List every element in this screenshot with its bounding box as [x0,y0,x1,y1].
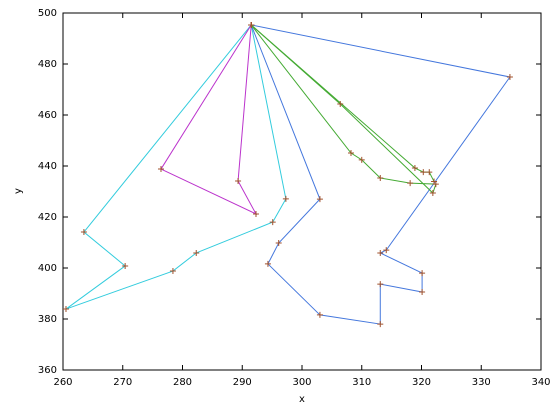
point-marker [122,262,129,269]
point-marker [426,169,433,176]
point-marker [377,321,384,328]
point-marker [347,149,354,156]
point-marker [169,268,176,275]
point-marker [157,166,164,173]
point-marker [252,210,259,217]
point-marker [80,229,87,236]
series-line [65,24,287,310]
x-axis-label: x [299,394,305,405]
y-tick-label: 440 [38,161,57,172]
point-marker [431,178,438,185]
x-tick-label: 270 [113,377,132,388]
y-tick-label: 420 [38,212,57,223]
x-tick-label: 290 [233,377,252,388]
y-axis-label: y [13,188,24,194]
point-marker [383,247,390,254]
y-tick-label: 480 [38,59,57,70]
point-marker [235,178,242,185]
point-marker [337,101,344,108]
series-line [250,24,435,182]
point-marker [316,311,323,318]
y-tick-label: 400 [38,263,57,274]
point-marker [420,169,427,176]
x-tick-label: 310 [352,377,371,388]
point-marker [377,249,384,256]
series-line [250,24,437,194]
point-marker [193,249,200,256]
x-tick-label: 260 [53,377,72,388]
point-marker [264,260,271,267]
point-marker [419,270,426,277]
point-marker [506,74,513,81]
y-tick-label: 360 [38,365,57,376]
point-marker [248,21,255,28]
point-marker [377,174,384,181]
point-marker [377,281,384,288]
y-tick-label: 380 [38,314,57,325]
point-marker [411,165,418,172]
point-marker [419,288,426,295]
y-tick-label: 460 [38,110,57,121]
point-marker [282,195,289,202]
y-tick-label: 500 [38,8,57,19]
point-marker [62,306,69,313]
x-tick-label: 280 [173,377,192,388]
point-marker [269,219,276,226]
point-marker [316,196,323,203]
x-tick-label: 320 [412,377,431,388]
point-marker [429,190,436,197]
series-line [250,24,511,325]
x-tick-label: 300 [292,377,311,388]
x-tick-label: 330 [472,377,491,388]
point-marker [358,156,365,163]
x-tick-label: 340 [531,377,550,388]
plot-frame [62,12,542,371]
point-marker [275,240,282,247]
point-marker [407,180,414,187]
